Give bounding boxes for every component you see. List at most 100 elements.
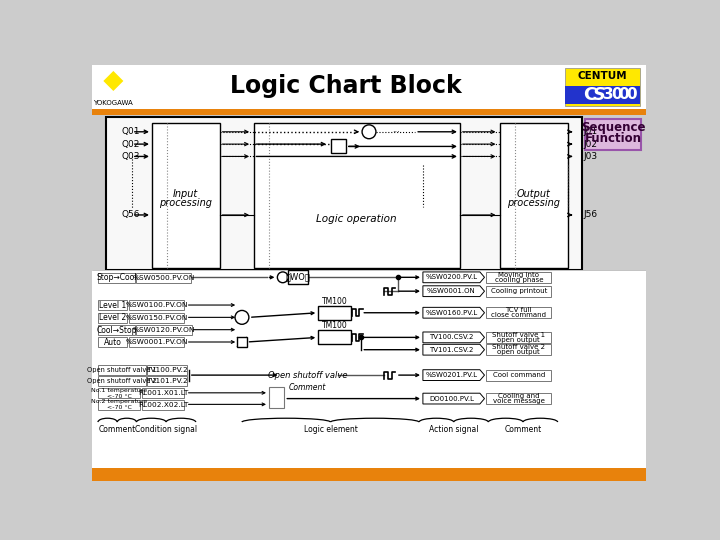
Text: Cooling printout: Cooling printout [490, 288, 547, 294]
Bar [98, 273, 135, 283]
Text: RL002.X02.LT: RL002.X02.LT [138, 402, 188, 408]
Text: Stop→Cool: Stop→Cool [96, 273, 137, 282]
Bar [142, 400, 184, 410]
Text: ...: ... [392, 125, 400, 134]
Bar [98, 313, 127, 323]
Text: Sequence: Sequence [581, 122, 645, 134]
Text: TV101.PV.2: TV101.PV.2 [146, 378, 188, 384]
Bar [585, 119, 641, 150]
Text: Shutoff valve 2: Shutoff valve 2 [492, 344, 545, 350]
Bar [486, 272, 552, 283]
Bar [330, 139, 346, 153]
Polygon shape [423, 286, 485, 296]
Text: 〈WO〉: 〈WO〉 [286, 273, 310, 282]
Bar [486, 370, 552, 381]
Text: Logic Chart Block: Logic Chart Block [230, 75, 462, 98]
Text: %SW0200.PV.L: %SW0200.PV.L [426, 274, 477, 280]
Text: No.2 temperature
<-70 °C: No.2 temperature <-70 °C [91, 400, 148, 410]
Bar [269, 387, 284, 408]
Bar [98, 300, 127, 310]
Text: J03: J03 [583, 152, 597, 161]
Bar [564, 85, 640, 104]
Bar [98, 325, 135, 335]
Text: open output: open output [498, 349, 540, 355]
Bar [288, 271, 308, 284]
Text: processing: processing [508, 198, 560, 208]
Bar [92, 468, 647, 481]
Polygon shape [423, 332, 485, 343]
Bar [92, 109, 647, 115]
Text: Function: Function [585, 132, 642, 145]
Bar [148, 376, 187, 386]
Text: 0: 0 [618, 87, 629, 103]
Text: TV100.PV.2: TV100.PV.2 [146, 367, 188, 373]
Text: %SW0160.PV.L: %SW0160.PV.L [426, 310, 477, 316]
Bar [135, 273, 191, 283]
Text: Logic operation: Logic operation [316, 214, 397, 224]
Bar [98, 400, 140, 410]
Bar [137, 325, 192, 335]
Text: %SW0100.PV.ON: %SW0100.PV.ON [125, 302, 188, 308]
Polygon shape [104, 71, 123, 91]
Text: S: S [593, 86, 606, 104]
Text: processing: processing [159, 198, 212, 208]
Bar [148, 365, 187, 375]
Bar [486, 332, 552, 343]
Text: %SW0201.PV.L: %SW0201.PV.L [426, 372, 477, 378]
Bar [486, 307, 552, 318]
Text: Q02: Q02 [121, 140, 140, 149]
Text: Logic element: Logic element [304, 426, 357, 434]
Text: TV101.CSV.2: TV101.CSV.2 [429, 347, 474, 353]
Text: %SW0001.ON: %SW0001.ON [427, 288, 476, 294]
Polygon shape [423, 307, 485, 318]
Text: Q01: Q01 [121, 127, 140, 136]
Text: Level 2: Level 2 [99, 313, 126, 322]
Text: Shutoff valve 1: Shutoff valve 1 [492, 332, 545, 338]
Bar [98, 376, 145, 386]
Text: CENTUM: CENTUM [577, 71, 627, 80]
Text: cooling phase: cooling phase [495, 277, 543, 283]
Text: Cool→Stop: Cool→Stop [96, 326, 137, 335]
Bar [92, 269, 647, 468]
Text: open output: open output [498, 337, 540, 343]
Text: Moving into: Moving into [498, 272, 539, 278]
Bar [486, 345, 552, 355]
Bar [238, 338, 246, 347]
Bar [98, 338, 127, 347]
Bar [129, 313, 184, 323]
Bar [486, 286, 552, 296]
Text: Cooling and: Cooling and [498, 393, 539, 399]
Bar [486, 393, 552, 404]
Bar [98, 388, 140, 398]
Text: YOKOGAWA: YOKOGAWA [94, 100, 133, 106]
Text: voice message: voice message [492, 399, 545, 404]
Text: DO0100.PV.L: DO0100.PV.L [429, 396, 474, 402]
Circle shape [235, 310, 249, 325]
Text: Input: Input [173, 189, 199, 199]
Bar [129, 300, 184, 310]
Text: %SW0150.PV.ON: %SW0150.PV.ON [125, 315, 188, 321]
Bar [253, 123, 460, 268]
Text: Open shutoff valve 1: Open shutoff valve 1 [87, 367, 157, 373]
Bar [152, 123, 220, 268]
Bar [318, 306, 351, 320]
Polygon shape [423, 345, 485, 355]
Text: Comment: Comment [505, 426, 541, 434]
Text: close command: close command [491, 313, 546, 319]
Text: J56: J56 [583, 211, 597, 219]
Text: 0: 0 [626, 87, 637, 103]
Text: J01: J01 [583, 127, 597, 136]
Text: Action signal: Action signal [429, 426, 479, 434]
Text: Auto: Auto [104, 338, 122, 347]
Text: TV100.CSV.2: TV100.CSV.2 [429, 334, 474, 340]
Text: C: C [583, 86, 597, 104]
Polygon shape [423, 393, 485, 404]
Text: Open shutoff valve 2: Open shutoff valve 2 [87, 378, 157, 384]
Text: %SW0001.PV.ON: %SW0001.PV.ON [125, 339, 188, 346]
Bar [92, 65, 647, 109]
Bar [106, 117, 582, 269]
Bar [129, 338, 184, 347]
Text: No.1 temperature
<-70 °C: No.1 temperature <-70 °C [91, 388, 147, 399]
Polygon shape [423, 370, 485, 381]
Text: TM100: TM100 [321, 321, 347, 330]
